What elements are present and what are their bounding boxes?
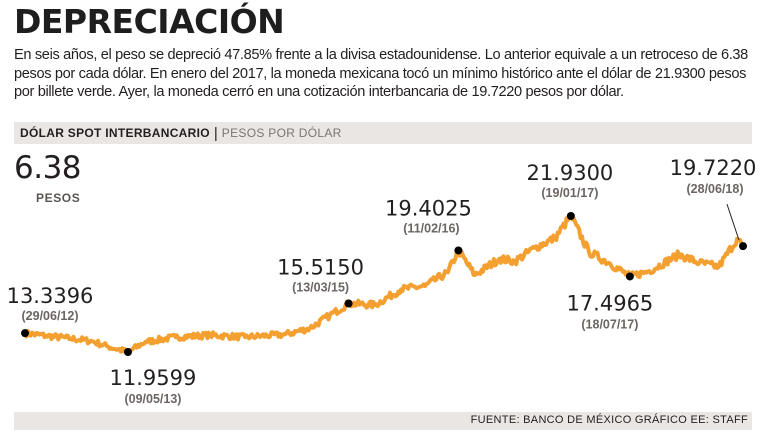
- annotation-value: 17.4965: [566, 291, 653, 315]
- annotation-date: (09/05/13): [124, 392, 181, 406]
- annotation-marker: [625, 272, 634, 281]
- annotation-date: (13/03/15): [292, 281, 349, 295]
- annotation-value: 21.9300: [526, 161, 613, 185]
- annotation-marker: [344, 299, 353, 308]
- depreciation-value: 6.38: [14, 150, 82, 186]
- chart-header: DÓLAR SPOT INTERBANCARIO | PESOS POR DÓL…: [14, 122, 752, 144]
- header-separator: |: [213, 124, 218, 142]
- footer-bar: [14, 412, 752, 430]
- annotation-marker: [566, 212, 575, 220]
- annotation-marker: [123, 348, 132, 356]
- description-text: En seis años, el peso se depreció 47.85%…: [14, 47, 748, 100]
- annotation-date: (11/02/16): [403, 221, 459, 235]
- annotation-value: 13.3396: [7, 284, 94, 308]
- annotation-value: 15.5150: [277, 256, 364, 280]
- annotation-value: 11.9599: [110, 366, 197, 390]
- annotation-value: 19.4025: [385, 196, 472, 220]
- annotation-marker: [21, 329, 29, 338]
- depreciation-unit: PESOS: [36, 191, 81, 205]
- annotation-marker: [739, 242, 747, 251]
- annotation-date: (28/06/18): [687, 182, 744, 196]
- annotation-date: (29/06/12): [22, 309, 79, 323]
- chart-title: DÓLAR SPOT INTERBANCARIO: [20, 126, 210, 140]
- annotation-date: (19/01/17): [541, 186, 598, 200]
- annotation-value: 19.7220: [670, 156, 757, 180]
- source-text: FUENTE: BANCO DE MÉXICO GRÁFICO EE: STAF…: [470, 414, 748, 426]
- annotation-leader-line: [726, 203, 740, 241]
- chart-unit: PESOS POR DÓLAR: [221, 126, 342, 140]
- page-title: DEPRECIACIÓN: [14, 2, 285, 41]
- annotation-date: (18/07/17): [581, 317, 638, 331]
- annotation-marker: [454, 246, 463, 255]
- series-line: [23, 213, 745, 354]
